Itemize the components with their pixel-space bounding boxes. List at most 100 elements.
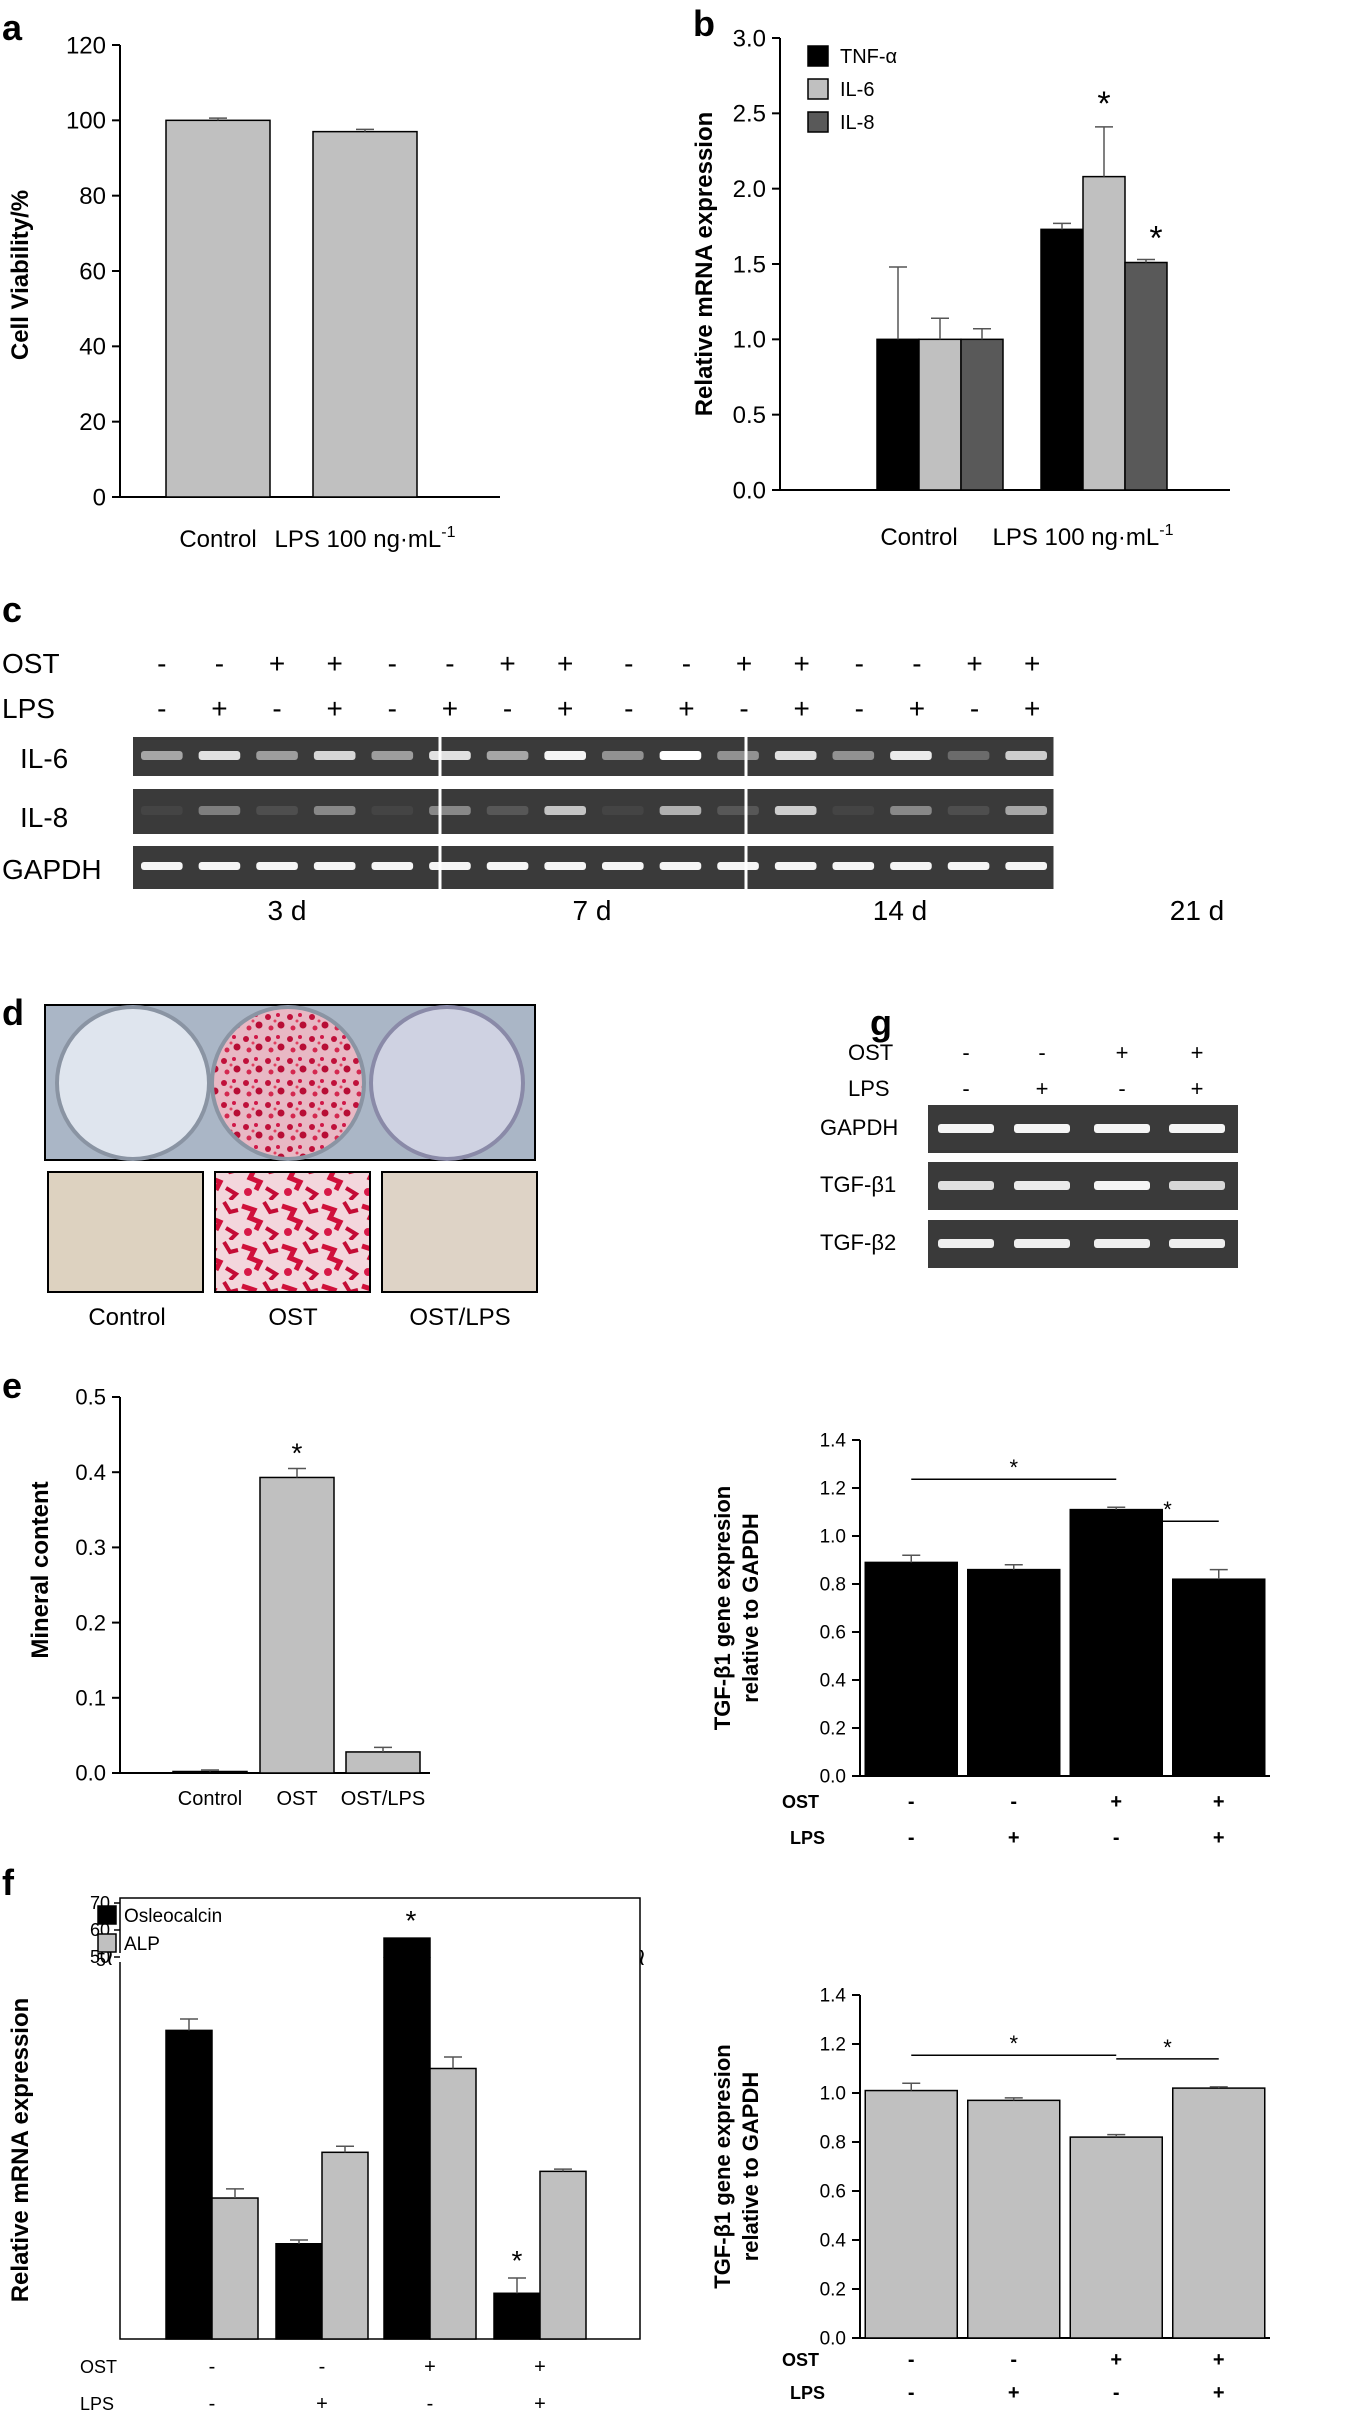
x-tick-label: Control [179, 526, 256, 553]
band-il6 [313, 751, 356, 760]
band-il6 [544, 751, 586, 760]
bar-osleocalcin [275, 2243, 323, 2340]
panel-letter-g: g [870, 1002, 892, 1043]
y-axis-label-line: TGF-β1 gene expresion [710, 1486, 735, 1730]
gel-g-ost-sign: + [1191, 1040, 1204, 1065]
gel-c-ost-sign: - [445, 648, 454, 679]
band-il6 [141, 751, 183, 760]
gel-c-ost-sign: - [215, 648, 224, 679]
x-tick-superscript: -1 [1159, 522, 1173, 539]
stain-label-ost: OST [268, 1304, 318, 1331]
significance-star: * [1149, 219, 1162, 257]
charts-layer: 0 20 40 60 80 100 120 Cell Viability/% Control LP… [7, 25, 1270, 2415]
band-il6 [429, 751, 471, 760]
bar-control [165, 119, 271, 498]
y-tick-label: 0.0 [75, 1761, 106, 1786]
y-tick-label: 0.4 [75, 1460, 106, 1485]
gel-c-lps-sign: - [157, 693, 166, 724]
band-gapdh [659, 862, 702, 870]
micrograph-ost-lps [381, 1171, 538, 1293]
y-axis-label: TGF-β1 gene expresion relative to GAPDH [710, 1486, 763, 1730]
legend-label: Osleocalcin [124, 1906, 222, 1927]
y-tick-label: 2.5 [733, 101, 766, 128]
gel-panel-g: OST LPS - - - + + - + + GAPDH TGF-β1 TGF-β2 [820, 1040, 1238, 1268]
gel-c-time-3d: 3 d [268, 895, 307, 926]
chart-b: 0.0 0.5 1.0 1.5 2.0 2.5 3.0 Relative mRNA expre… [691, 25, 1230, 551]
panel-letter-f: f [2, 1862, 15, 1903]
band-il6 [1005, 751, 1047, 760]
axis-break-mark-right: ≀ [638, 1944, 647, 1971]
lps-sign: + [1008, 2382, 1020, 2404]
band-gapdh [1094, 1124, 1150, 1133]
gel-c-lps-sign: + [327, 693, 343, 724]
y-tick-label: 1.0 [820, 2084, 846, 2105]
y-axis-label: Cell Viability/% [7, 190, 34, 360]
band-il6 [256, 751, 298, 760]
band-il8 [313, 806, 356, 815]
gel-c-lps-sign: - [503, 693, 512, 724]
bar-ost [259, 1476, 335, 1774]
gel-c-lps-sign: - [970, 693, 979, 724]
gel-c-gene-il6: IL-6 [20, 743, 68, 774]
y-tick-label: 0.2 [820, 2280, 846, 2301]
gel-c-time-21d: 21 d [1170, 895, 1225, 926]
bar-lps-100-ng-ml [312, 130, 418, 498]
gel-c-lps-sign: + [794, 693, 810, 724]
y-tick-label: 2.0 [733, 176, 766, 203]
gel-c-lps-sign: - [855, 693, 864, 724]
band-il8 [256, 806, 298, 815]
gel-c-row-label-lps: LPS [2, 693, 55, 724]
lps-sign: - [908, 1827, 915, 1849]
legend-label: ALP [124, 1934, 160, 1955]
band-il6 [198, 751, 241, 760]
band-gapdh [832, 862, 875, 870]
panel-letter-e: e [2, 1365, 22, 1406]
y-tick-label: 0.4 [820, 2231, 847, 2252]
gel-g-gene-tgfb2: TGF-β2 [820, 1230, 896, 1255]
band-il6 [890, 751, 932, 760]
y-tick-label: 0.0 [820, 2329, 846, 2350]
ost-sign: - [209, 2356, 216, 2378]
gel-c-lps-sign: - [272, 693, 281, 724]
band-gapdh [141, 862, 183, 870]
gel-c-sign-row: - - - + + - + + - - - + + - + + - - - + + - + + - - - + + - + + [157, 648, 1040, 724]
gel-c-ost-sign: + [1024, 648, 1040, 679]
row-label-ost: OST [80, 2357, 117, 2377]
band-il6 [659, 751, 702, 760]
band-gapdh [890, 862, 932, 870]
band-il8 [141, 806, 183, 815]
gel-g-lps-sign: + [1191, 1076, 1204, 1101]
gel-g-sign-row: - - - + + - + + [962, 1040, 1203, 1101]
significance-star: * [406, 1905, 417, 1936]
significance-star: * [1097, 85, 1110, 123]
y-tick-label: 0.2 [75, 1610, 106, 1635]
y-axis-label: Relative mRNA expression [691, 112, 718, 417]
x-tick-superscript: -1 [441, 524, 455, 541]
x-tick-label: LPS 100 ng·mL-1 [992, 522, 1173, 551]
gel-c-gene-gapdh: GAPDH [2, 854, 102, 885]
micrograph-ost [214, 1171, 371, 1293]
gel-c-ost-sign: + [794, 648, 810, 679]
y-axis-label-line: TGF-β1 gene expresion [710, 2044, 735, 2288]
band-gapdh [1014, 1124, 1070, 1133]
micrograph-control [47, 1171, 204, 1293]
bar-2 [967, 2099, 1061, 2339]
ost-sign: + [1213, 2349, 1225, 2371]
y-tick-label: 20 [79, 409, 106, 436]
well-control [55, 1005, 211, 1161]
gel-g-gene-gapdh: GAPDH [820, 1115, 898, 1140]
lps-sign: - [209, 2393, 216, 2415]
gel-c-lps-sign: + [442, 693, 458, 724]
row-label-ost: OST [782, 2350, 819, 2370]
y-tick-label: 40 [79, 334, 106, 361]
y-tick-label: 1.4 [820, 1431, 847, 1452]
ost-sign: + [1110, 2349, 1122, 2371]
legend-swatch [807, 111, 829, 133]
gel-c-ost-sign: + [736, 648, 752, 679]
y-tick-label: 1.2 [820, 1479, 846, 1500]
band-il8 [890, 806, 932, 815]
bar-alp [211, 2197, 259, 2340]
ost-sign: - [1010, 2349, 1017, 2371]
ost-sign: + [424, 2356, 436, 2378]
y-tick-label: 0.8 [820, 2133, 846, 2154]
